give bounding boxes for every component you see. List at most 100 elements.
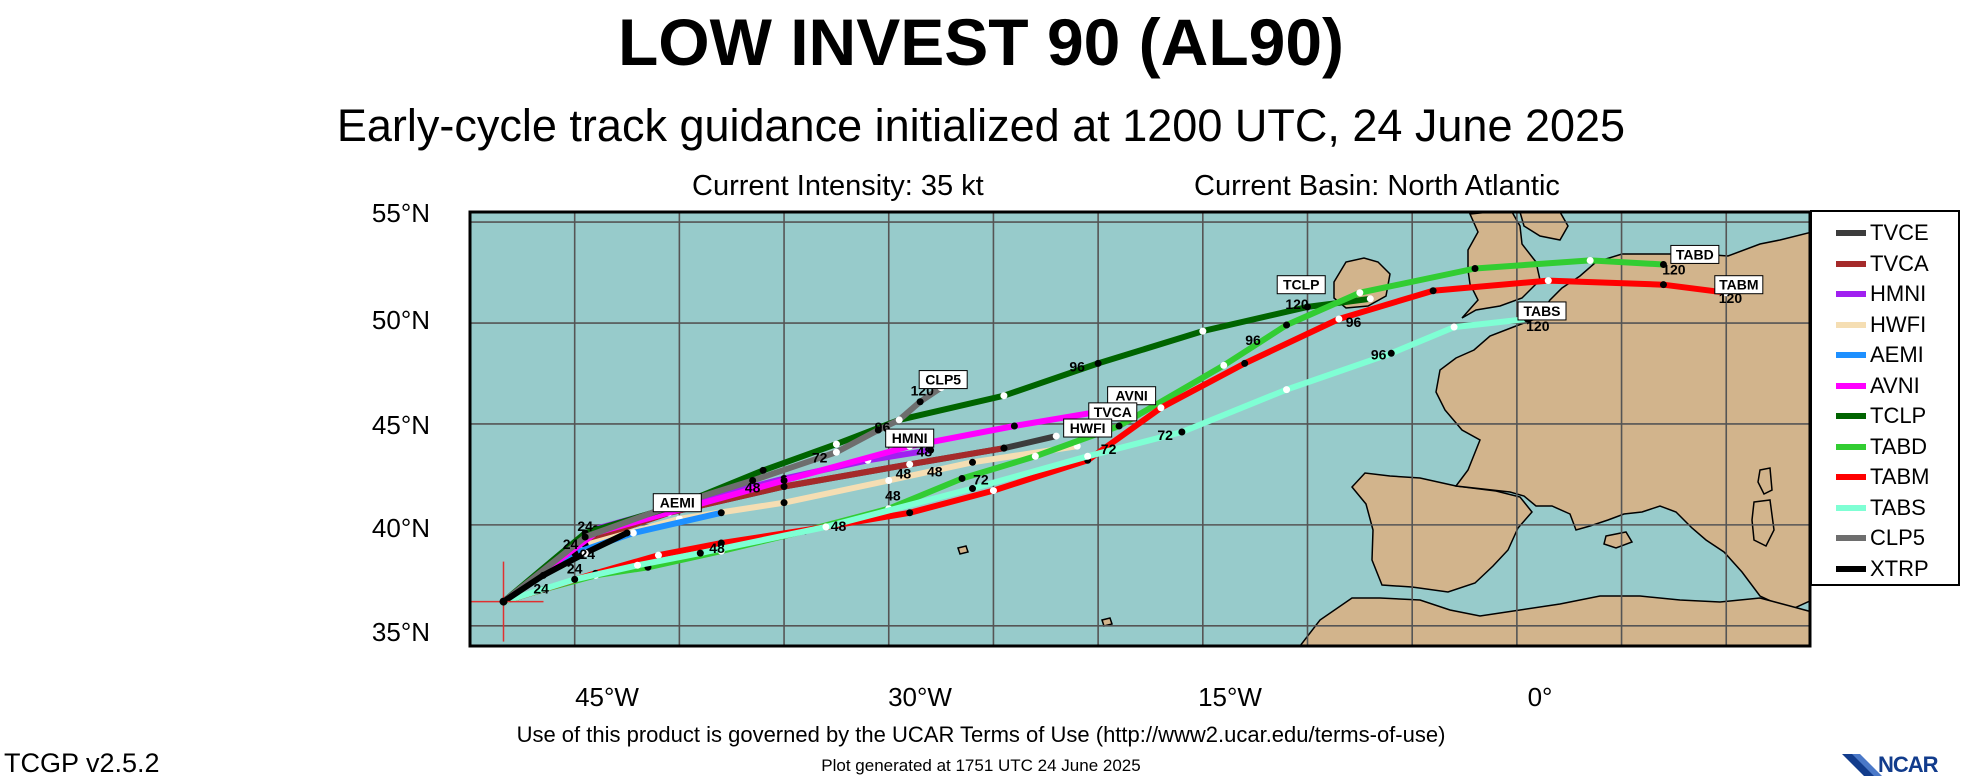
legend-swatch bbox=[1836, 535, 1866, 541]
lon-label-0: 0° bbox=[1527, 682, 1553, 712]
track-tag-tabs: TABS bbox=[1517, 301, 1567, 321]
legend-item-clp5: CLP5 bbox=[1836, 523, 1925, 553]
forecast-hour-label: 120 bbox=[1526, 318, 1550, 334]
europe-mainland-land bbox=[1435, 231, 1810, 611]
track-point-clp5 bbox=[749, 476, 757, 484]
track-tag-clp5: CLP5 bbox=[918, 370, 968, 390]
track-tag-tabd: TABD bbox=[1670, 244, 1720, 264]
forecast-hour-label: 24 bbox=[579, 546, 595, 562]
legend-label: HMNI bbox=[1870, 281, 1927, 306]
legend-swatch bbox=[1836, 382, 1866, 389]
current-basin: Current Basin: North Atlantic bbox=[1194, 170, 1560, 202]
track-point-tvce bbox=[1052, 432, 1060, 440]
ncar-logo: NCAR bbox=[1842, 752, 1952, 778]
sardinia-land bbox=[1751, 499, 1775, 548]
madeira-land bbox=[1101, 617, 1113, 627]
track-point-tclp bbox=[1000, 392, 1008, 400]
forecast-hour-label: 96 bbox=[1069, 358, 1085, 374]
generated-time: Plot generated at 1751 UTC 24 June 2025 bbox=[821, 756, 1141, 775]
track-point-tabm bbox=[1429, 287, 1437, 295]
balearic-land bbox=[1603, 531, 1634, 549]
forecast-hour-label: 72 bbox=[973, 472, 989, 488]
legend-item-hwfi: HWFI bbox=[1836, 310, 1926, 340]
track-point-tabs bbox=[1387, 349, 1395, 357]
legend-label: TVCA bbox=[1870, 250, 1929, 276]
legend-label: HWFI bbox=[1870, 311, 1927, 337]
forecast-hour-label: 24 bbox=[577, 518, 593, 534]
track-tag-label: AVNI bbox=[1115, 388, 1147, 404]
track-point-clp5 bbox=[581, 533, 589, 541]
forecast-hour-label: 120 bbox=[1662, 262, 1686, 278]
current-intensity: Current Intensity: 35 kt bbox=[692, 170, 984, 202]
track-tag-label: TVCA bbox=[1094, 404, 1132, 420]
track-point-aemi bbox=[717, 509, 725, 517]
forecast-hour-label: 48 bbox=[885, 488, 901, 504]
legend-item-xtrp: XTRP bbox=[1836, 554, 1929, 584]
track-point-tabd bbox=[1356, 289, 1364, 297]
lat-label-40: 40°N bbox=[371, 513, 430, 543]
forecast-hour-label: 48 bbox=[709, 540, 725, 556]
track-tag-label: TCLP bbox=[1283, 277, 1320, 293]
corsica-land bbox=[1757, 467, 1773, 496]
north-africa-land bbox=[1299, 595, 1810, 646]
track-point-avni bbox=[780, 476, 788, 484]
legend-item-tvca: TVCA bbox=[1836, 249, 1929, 279]
forecast-hour-label: 96 bbox=[1346, 314, 1362, 330]
track-point-tclp bbox=[1304, 303, 1311, 311]
track-point-clp5 bbox=[895, 416, 903, 424]
track-point-tabs bbox=[634, 561, 641, 569]
legend-label: TABM bbox=[1870, 464, 1930, 489]
track-point-tabm bbox=[1335, 315, 1343, 323]
legend-label: CLP5 bbox=[1870, 525, 1926, 550]
track-tag-label: HWFI bbox=[1070, 420, 1106, 436]
iberia-land bbox=[1351, 472, 1533, 593]
legend-swatch bbox=[1836, 474, 1866, 480]
forecast-hour-label: 48 bbox=[831, 518, 847, 534]
lat-label-50: 50°N bbox=[371, 305, 430, 335]
track-point-tvca bbox=[780, 483, 788, 491]
legend-item-aemi: AEMI bbox=[1836, 340, 1924, 370]
track-tag-tabm: TABM bbox=[1714, 275, 1764, 295]
forecast-hour-label: 72 bbox=[1157, 427, 1173, 443]
track-point-hmni bbox=[927, 446, 935, 454]
track-tabs bbox=[500, 316, 1531, 605]
track-point-tclp bbox=[1199, 327, 1207, 335]
forecast-hour-label: 96 bbox=[1245, 332, 1261, 348]
forecast-hour-label: 24 bbox=[567, 560, 583, 576]
legend-swatch bbox=[1836, 504, 1866, 511]
track-point-tabd bbox=[958, 474, 966, 482]
track-point-tabm bbox=[717, 539, 725, 547]
forecast-hour-label: 96 bbox=[1371, 346, 1387, 362]
track-tag-hwfi: HWFI bbox=[1063, 418, 1113, 438]
track-tag-label: AEMI bbox=[660, 495, 695, 511]
track-tag-tvca: TVCA bbox=[1088, 402, 1138, 422]
track-point-clp5 bbox=[874, 426, 882, 434]
north-sea-coast-land bbox=[1519, 212, 1569, 241]
track-tag-label: TABM bbox=[1719, 277, 1758, 293]
legend-label: TVCE bbox=[1870, 220, 1929, 245]
track-point-tabd bbox=[1031, 452, 1039, 460]
legend-item-tabm: TABM bbox=[1836, 462, 1929, 492]
track-tag-label: TABD bbox=[1676, 246, 1714, 262]
track-point-tclp bbox=[1094, 359, 1102, 367]
legend-swatch bbox=[1836, 230, 1866, 236]
forecast-hour-label: 48 bbox=[745, 480, 761, 496]
legend-label: AEMI bbox=[1870, 342, 1924, 367]
track-xtrp bbox=[500, 530, 630, 605]
legend-swatch bbox=[1836, 565, 1866, 572]
track-point-clp5 bbox=[832, 448, 840, 456]
legend-item-tclp: TCLP bbox=[1836, 401, 1926, 431]
legend-swatch bbox=[1836, 260, 1866, 267]
model-legend: TVCE TVCA HMNI HWFI AEMI AVNI TCLP TABD TABM TABS… bbox=[1810, 210, 1960, 586]
track-point-tabs bbox=[1084, 452, 1092, 460]
storm-center-marker bbox=[470, 561, 544, 642]
ncar-logo-text: NCAR bbox=[1878, 752, 1939, 777]
legend-label: AVNI bbox=[1870, 372, 1920, 398]
forecast-hour-label: 72 bbox=[1101, 441, 1117, 457]
chart-subtitle: Early-cycle track guidance initialized a… bbox=[336, 100, 1626, 151]
track-point-hwfi bbox=[885, 476, 893, 484]
legend-item-avni: AVNI bbox=[1836, 371, 1920, 401]
legend-swatch bbox=[1836, 291, 1866, 297]
